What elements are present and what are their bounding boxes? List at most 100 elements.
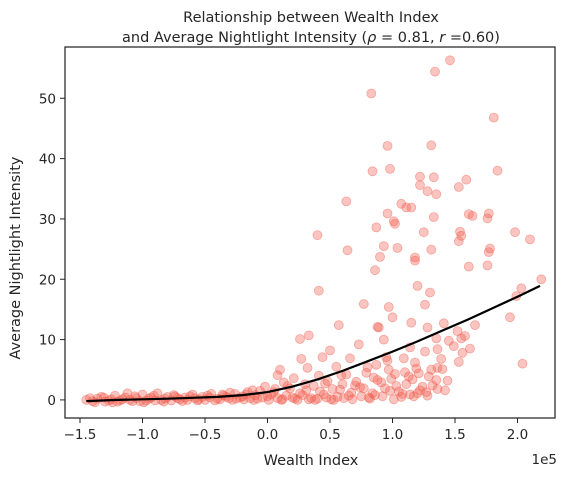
data-point: [297, 390, 308, 401]
data-point: [295, 334, 305, 344]
data-point: [385, 385, 395, 396]
data-point: [453, 236, 464, 247]
data-point: [263, 394, 274, 405]
data-point: [460, 331, 470, 341]
x-tick-label: −1.5: [64, 427, 97, 443]
data-point: [90, 397, 100, 408]
data-point: [378, 241, 389, 252]
data-point: [412, 280, 423, 291]
data-point: [351, 376, 362, 387]
data-point: [505, 312, 515, 323]
data-point: [302, 362, 313, 373]
data-point: [260, 381, 270, 392]
data-point: [516, 283, 527, 294]
data-point: [425, 287, 435, 298]
data-point: [230, 388, 240, 399]
data-point: [415, 385, 425, 396]
data-point: [326, 394, 337, 405]
data-point: [440, 385, 450, 396]
data-point: [290, 393, 300, 404]
data-point: [385, 163, 395, 174]
data-point: [427, 380, 438, 391]
data-point: [432, 384, 443, 394]
data-point: [436, 353, 447, 364]
y-tick-label: 50: [39, 91, 56, 107]
data-point: [401, 379, 412, 390]
data-point: [410, 252, 420, 263]
y-axis-ticks: 0 10 20 30 40 50: [39, 91, 65, 409]
data-point: [375, 251, 385, 262]
data-point: [482, 213, 493, 224]
y-tick-label: 20: [39, 272, 56, 288]
data-point: [398, 353, 409, 364]
data-point: [411, 363, 422, 374]
data-point: [415, 171, 425, 182]
data-point: [396, 198, 407, 209]
data-point: [483, 247, 494, 258]
data-point: [362, 362, 373, 373]
data-point: [418, 227, 429, 238]
data-point: [272, 393, 283, 404]
data-point: [401, 202, 412, 213]
data-point: [338, 393, 349, 404]
data-point: [482, 260, 493, 271]
data-point: [321, 392, 332, 403]
data-point: [346, 387, 357, 398]
data-point: [386, 373, 397, 384]
data-point: [430, 66, 440, 77]
x-tick-label: −0.5: [189, 427, 222, 443]
data-point: [390, 218, 400, 229]
data-point: [390, 369, 400, 379]
data-point: [432, 362, 443, 373]
data-point: [350, 380, 360, 391]
data-point: [383, 364, 394, 375]
x-tick-label: 2.0: [507, 427, 528, 443]
data-point: [461, 174, 472, 185]
data-point: [366, 88, 377, 99]
data-point: [406, 202, 417, 213]
data-point: [456, 333, 467, 344]
data-point: [410, 357, 420, 368]
data-point: [306, 393, 317, 404]
x-axis-label: Wealth Index: [264, 453, 359, 469]
data-point: [122, 388, 133, 399]
data-point: [420, 346, 430, 357]
x-tick-label: 1.5: [444, 427, 465, 443]
data-point: [397, 388, 408, 399]
data-point: [492, 165, 503, 176]
data-point: [443, 335, 454, 346]
title-r-value: =0.60): [445, 30, 500, 46]
data-point: [525, 234, 535, 245]
data-point: [463, 209, 474, 220]
data-point: [517, 358, 528, 369]
data-point: [465, 343, 475, 354]
data-point: [426, 140, 437, 151]
data-point: [312, 230, 323, 241]
data-point: [442, 375, 453, 386]
data-point: [318, 389, 329, 400]
data-point: [312, 393, 323, 404]
data-point: [483, 208, 494, 219]
data-point: [313, 285, 324, 296]
data-point: [325, 345, 335, 356]
data-point: [152, 388, 163, 399]
data-point: [353, 339, 364, 350]
data-point: [380, 383, 390, 394]
data-point: [333, 320, 344, 331]
title-prefix: and Average Nightlight Intensity (: [122, 30, 367, 46]
data-point: [371, 222, 382, 233]
x-tick-label: 0.5: [319, 427, 340, 443]
x-axis-ticks: −1.5 −1.0 −0.5 0.0 0.5 1.0 1.5 2.0: [64, 418, 528, 443]
data-point: [453, 182, 464, 192]
data-point: [431, 189, 442, 200]
data-point: [367, 388, 378, 399]
data-point: [341, 196, 352, 207]
data-point: [356, 391, 367, 402]
data-point: [368, 372, 379, 383]
data-point: [367, 166, 378, 177]
data-point: [536, 274, 547, 285]
data-point: [363, 392, 374, 403]
data-point: [510, 227, 520, 238]
y-axis-label: Average Nightlight Intensity: [8, 156, 24, 359]
